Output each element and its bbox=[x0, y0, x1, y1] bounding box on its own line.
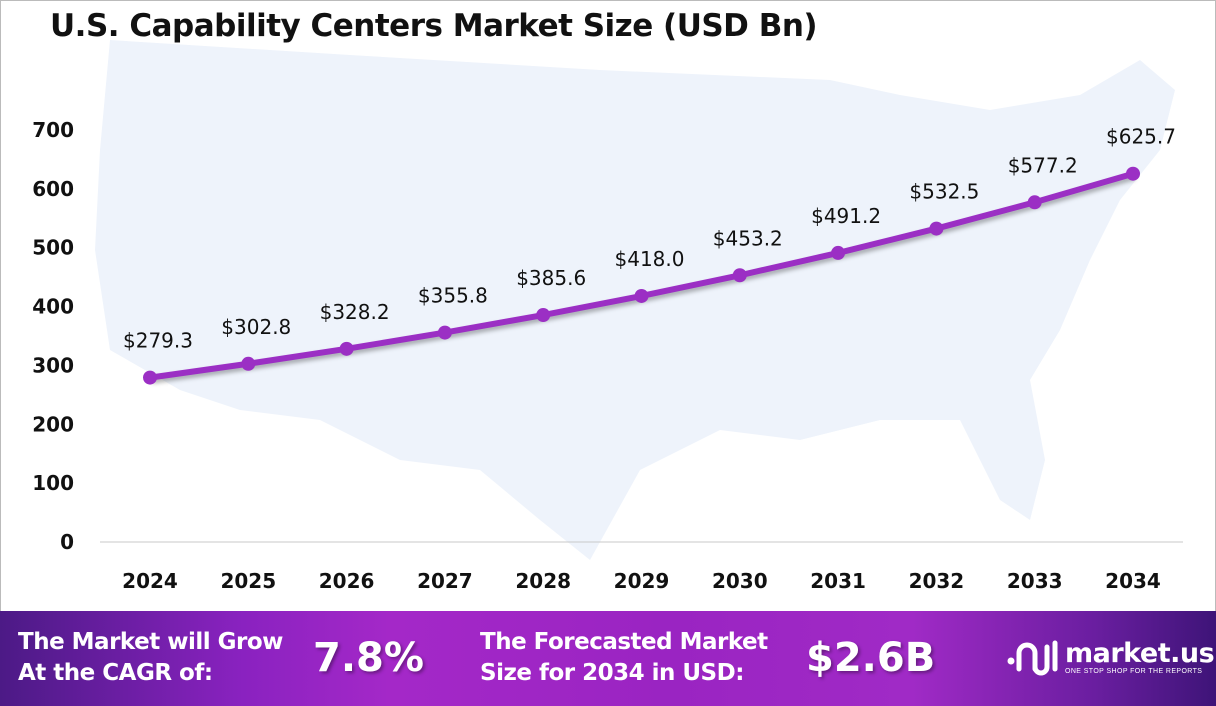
forecast-label: The Forecasted Market Size for 2034 in U… bbox=[480, 627, 768, 689]
x-tick-label: 2027 bbox=[417, 569, 473, 593]
data-label: $625.7 bbox=[1106, 125, 1176, 149]
y-tick-label: 300 bbox=[32, 353, 74, 377]
cagr-label-line1: The Market will Grow bbox=[18, 629, 283, 655]
data-label: $385.6 bbox=[516, 266, 586, 290]
y-tick-label: 700 bbox=[32, 118, 74, 142]
x-tick-label: 2033 bbox=[1007, 569, 1063, 593]
logo-tagline: ONE STOP SHOP FOR THE REPORTS bbox=[1065, 667, 1203, 675]
cagr-label-line2: At the CAGR of: bbox=[18, 660, 213, 686]
data-point bbox=[143, 370, 157, 385]
data-label: $279.3 bbox=[123, 329, 193, 353]
data-label: $532.5 bbox=[909, 180, 979, 204]
summary-banner: The Market will Grow At the CAGR of: 7.8… bbox=[0, 611, 1216, 706]
y-tick-label: 600 bbox=[32, 177, 74, 201]
x-tick-label: 2031 bbox=[810, 569, 866, 593]
data-label: $453.2 bbox=[713, 226, 783, 250]
cagr-label: The Market will Grow At the CAGR of: bbox=[18, 627, 283, 689]
x-tick-label: 2028 bbox=[515, 569, 571, 593]
data-point bbox=[634, 288, 649, 303]
x-tick-label: 2032 bbox=[909, 569, 965, 593]
data-point bbox=[437, 325, 452, 340]
data-label: $302.8 bbox=[221, 315, 291, 339]
forecast-value: $2.6B bbox=[806, 635, 936, 681]
y-tick-label: 400 bbox=[32, 295, 74, 319]
data-label: $355.8 bbox=[418, 284, 488, 308]
data-label: $491.2 bbox=[811, 204, 881, 228]
line-chart: 0 100 200 300 400 500 600 700 2024 2025 2026 2027 2… bbox=[32, 40, 1183, 593]
data-label: $418.0 bbox=[615, 247, 685, 271]
data-point bbox=[241, 356, 256, 371]
x-tick-label: 2024 bbox=[122, 569, 178, 593]
data-point bbox=[1126, 166, 1140, 181]
forecast-label-line2: Size for 2034 in USD: bbox=[480, 660, 744, 686]
y-tick-label: 200 bbox=[32, 412, 74, 436]
logo-name: market.us bbox=[1065, 637, 1215, 669]
x-tick-label: 2029 bbox=[614, 569, 670, 593]
chart-title: U.S. Capability Centers Market Size (USD… bbox=[50, 8, 818, 44]
data-point bbox=[732, 268, 747, 283]
x-tick-label: 2025 bbox=[220, 569, 276, 593]
data-point bbox=[929, 221, 944, 236]
data-point bbox=[536, 308, 551, 323]
data-label: $577.2 bbox=[1008, 153, 1078, 177]
logo-mark-icon bbox=[1007, 640, 1058, 676]
y-tick-label: 100 bbox=[32, 471, 74, 495]
data-point bbox=[831, 245, 846, 260]
y-tick-label: 0 bbox=[60, 530, 74, 554]
x-tick-label: 2026 bbox=[319, 569, 375, 593]
forecast-label-line1: The Forecasted Market bbox=[480, 629, 768, 655]
x-tick-label: 2030 bbox=[712, 569, 768, 593]
data-label: $328.2 bbox=[320, 300, 390, 324]
data-point bbox=[1027, 195, 1042, 210]
data-point bbox=[339, 341, 354, 356]
market-us-logo: market.us ONE STOP SHOP FOR THE REPORTS bbox=[1005, 635, 1215, 679]
y-tick-label: 500 bbox=[32, 236, 74, 260]
cagr-value: 7.8% bbox=[313, 635, 424, 681]
x-tick-label: 2034 bbox=[1105, 569, 1161, 593]
